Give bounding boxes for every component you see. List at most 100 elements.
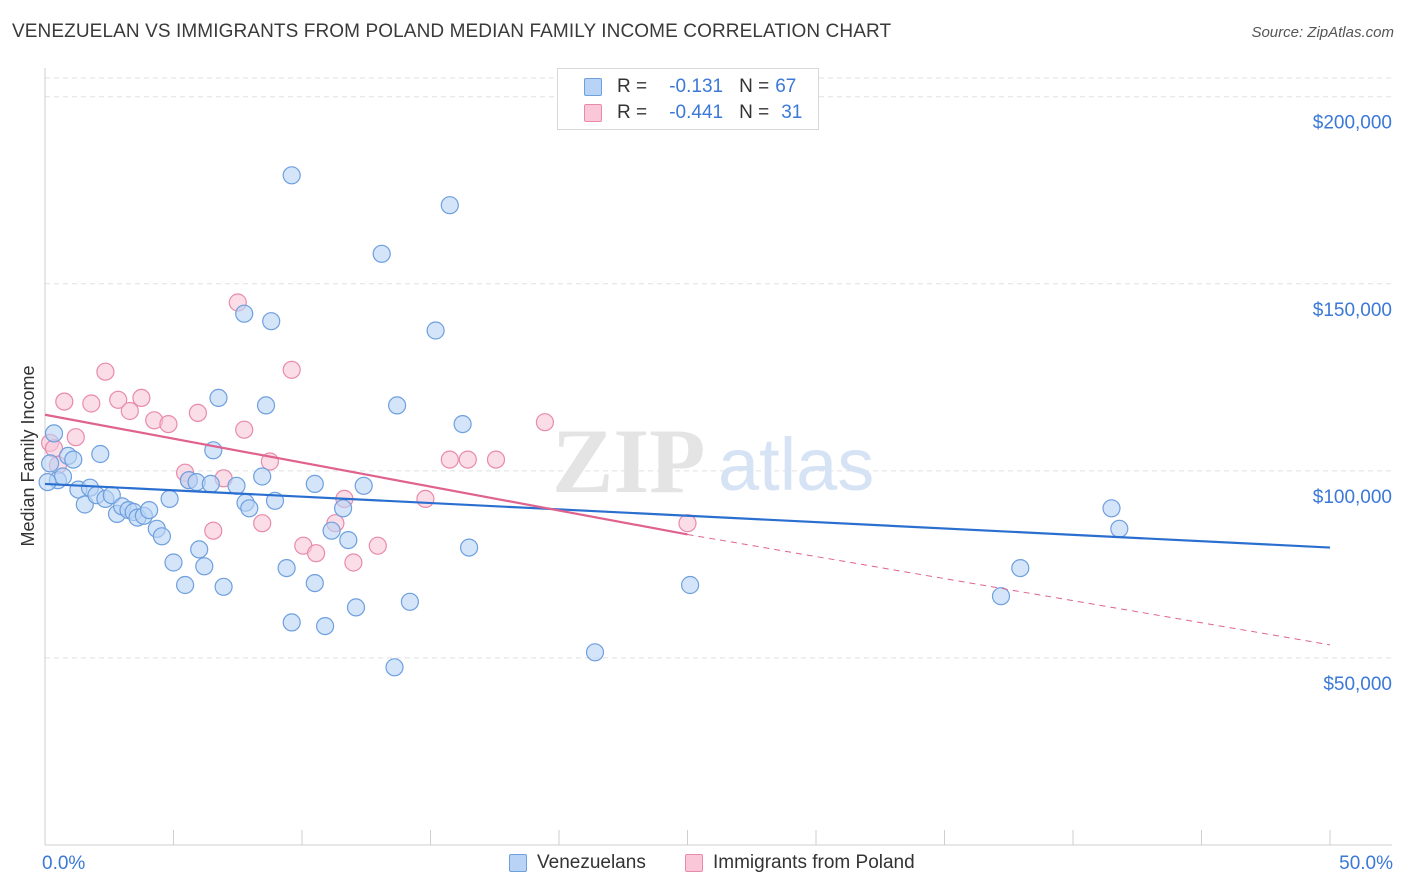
venezuelans-swatch — [584, 78, 602, 96]
venezuelans-point — [339, 530, 358, 550]
poland-point — [678, 514, 697, 533]
y-tick-label: $200,000 — [1313, 113, 1392, 134]
venezuelans-point — [190, 540, 209, 559]
venezuelans-point — [305, 474, 324, 493]
y-tick-label: $100,000 — [1313, 487, 1392, 508]
poland-n-label: N = — [739, 102, 770, 123]
venezuelans-point — [385, 658, 404, 677]
venezuelans-point — [91, 444, 110, 464]
venezuelans-point — [388, 396, 407, 415]
poland-point — [344, 553, 363, 572]
venezuelans-point — [440, 196, 459, 215]
poland-point — [368, 536, 387, 555]
poland-trend-line — [44, 413, 688, 536]
watermark: ZIP atlas — [552, 410, 874, 512]
venezuelans-n-label: N = — [739, 76, 770, 97]
poland-point — [235, 420, 254, 439]
x-tick-label: 0.0% — [42, 853, 85, 874]
y-axis-label: Median Family Income — [18, 365, 38, 546]
poland-point — [120, 401, 139, 421]
venezuelans-r-label: R = — [617, 76, 648, 97]
poland-point — [132, 388, 151, 407]
poland-point — [55, 392, 74, 411]
venezuelans-point — [53, 467, 73, 486]
y-tick-label: $150,000 — [1313, 300, 1392, 321]
venezuelans-point — [1011, 558, 1030, 578]
legend-label-poland: Immigrants from Poland — [713, 852, 915, 873]
poland-point — [440, 450, 459, 469]
venezuelans-trend-line — [44, 482, 1331, 549]
venezuelans-point — [201, 474, 220, 493]
venezuelans-point — [253, 467, 272, 486]
trend-layer — [44, 413, 1331, 646]
poland-r-label: R = — [617, 102, 648, 123]
chart-title: VENEZUELAN VS IMMIGRANTS FROM POLAND MED… — [12, 21, 892, 42]
venezuelans-point — [40, 454, 60, 473]
stats-row-poland: R = -0.441 N = 31 — [584, 101, 802, 125]
venezuelans-point — [256, 396, 276, 415]
venezuelans-point — [1110, 519, 1129, 538]
poland-point — [486, 450, 506, 469]
axis-layer: $50,000 $100,000 $150,000 $200,000 0.0% 50.0% — [42, 68, 1393, 874]
x-tick-label: 50.0% — [1339, 853, 1393, 874]
venezuelans-point — [235, 304, 254, 323]
venezuelans-point — [453, 415, 472, 434]
poland-point — [253, 514, 272, 533]
chart-source: Source: ZipAtlas.com — [1251, 24, 1394, 41]
venezuelans-point — [214, 577, 233, 596]
venezuelans-point — [282, 166, 301, 185]
venezuelans-point — [346, 598, 366, 617]
venezuelans-point — [282, 613, 301, 632]
poland-point — [82, 394, 101, 413]
y-tick-label: $50,000 — [1323, 674, 1392, 695]
venezuelans-point — [354, 476, 373, 495]
poland-n-value: 31 — [781, 102, 803, 123]
stats-legend: R = -0.131 N = 67 R = -0.441 N = 31 — [557, 68, 819, 130]
venezuelans-point — [152, 527, 171, 546]
venezuelans-point — [176, 575, 195, 595]
legend-swatch-venezuelans — [509, 854, 527, 872]
bottom-legend: Venezuelans Immigrants from Poland — [0, 852, 1406, 878]
poland-point — [204, 521, 223, 540]
venezuelans-point — [305, 573, 324, 593]
legend-item-venezuelans[interactable]: Venezuelans — [509, 852, 646, 874]
venezuelans-point — [316, 616, 335, 636]
venezuelans-point — [400, 592, 419, 611]
venezuelans-point — [426, 321, 445, 340]
watermark-zip: ZIP — [552, 410, 705, 512]
venezuelans-point — [262, 312, 281, 331]
venezuelans-point — [160, 489, 179, 508]
poland-point — [109, 390, 128, 409]
poland-point — [458, 450, 477, 469]
legend-swatch-poland — [685, 854, 703, 872]
venezuelans-point — [334, 499, 353, 518]
venezuelans-point — [240, 499, 259, 518]
poland-swatch — [584, 104, 602, 122]
venezuelans-point — [64, 450, 83, 469]
stats-row-venezuelans: R = -0.131 N = 67 — [584, 75, 796, 99]
poland-r-value: -0.441 — [669, 102, 724, 123]
poland-point — [282, 360, 301, 379]
legend-item-poland[interactable]: Immigrants from Poland — [685, 852, 915, 874]
venezuelans-point — [195, 557, 214, 576]
poland-point — [96, 362, 115, 381]
poland-point — [66, 428, 85, 447]
poland-point — [535, 413, 555, 432]
venezuelans-n-value: 67 — [775, 76, 797, 97]
venezuelans-point — [164, 553, 183, 572]
venezuelans-point — [372, 244, 391, 263]
venezuelans-point — [44, 424, 64, 443]
venezuelans-point — [991, 587, 1011, 606]
poland-point — [159, 415, 178, 434]
venezuelans-r-value: -0.131 — [669, 76, 724, 97]
poland-trend-extension — [687, 533, 1331, 646]
venezuelans-point — [460, 538, 479, 557]
venezuelans-point — [38, 473, 57, 492]
poland-point — [416, 489, 435, 508]
venezuelans-point — [140, 501, 159, 520]
poland-point — [307, 544, 326, 563]
venezuelans-point — [227, 476, 246, 495]
points-layer — [38, 166, 1129, 677]
grid-layer — [45, 77, 1392, 659]
legend-label-venezuelans: Venezuelans — [537, 852, 646, 873]
